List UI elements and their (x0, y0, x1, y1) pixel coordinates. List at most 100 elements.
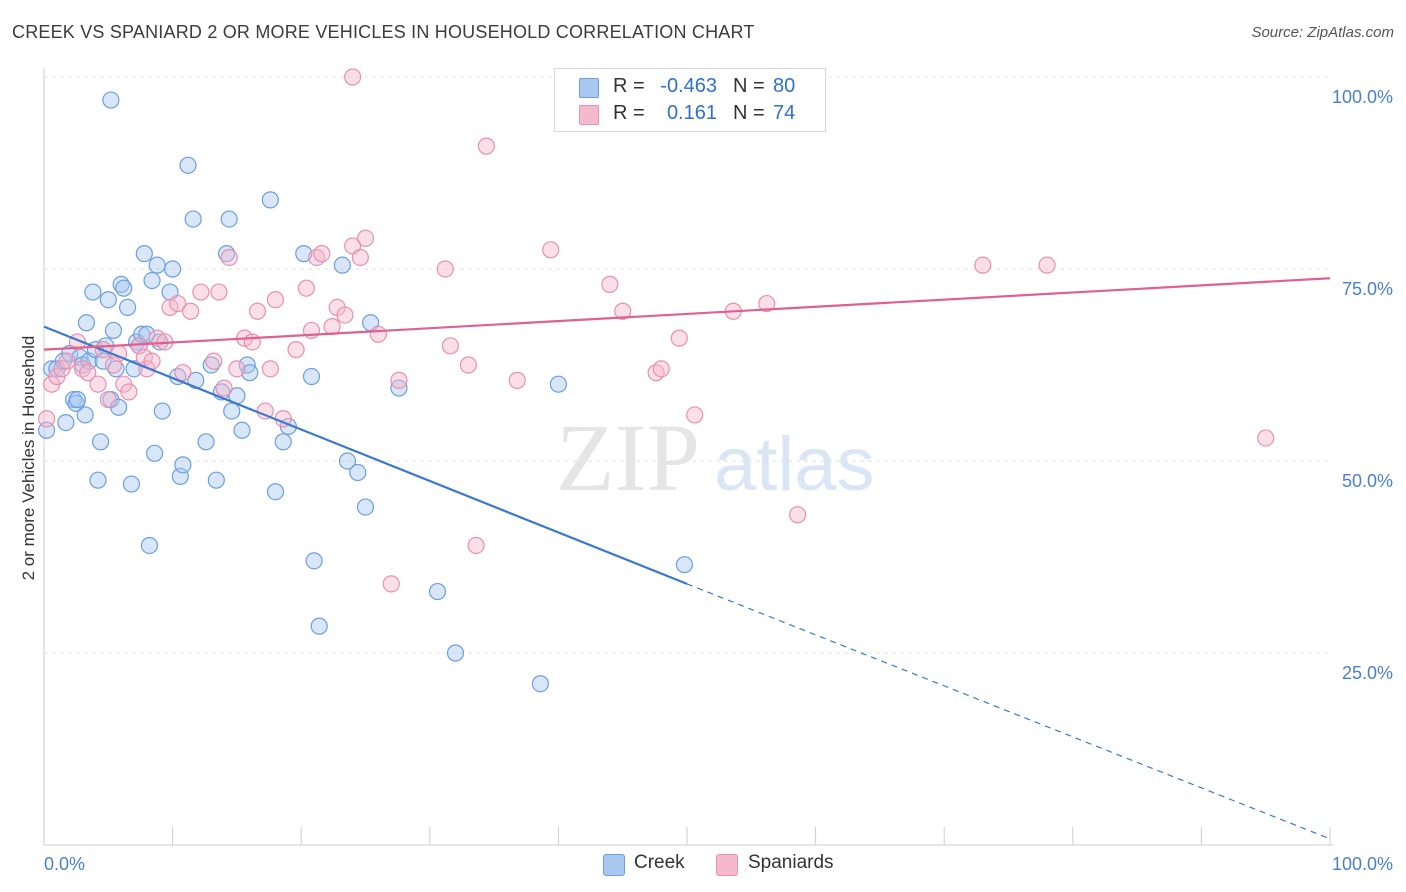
x-tick-label: 0.0% (44, 854, 85, 874)
creek-point (207, 471, 225, 489)
creek-trend-extension (686, 583, 1331, 840)
spaniards-point (174, 364, 192, 382)
creek-point (77, 314, 96, 332)
r-value: 0.161 (666, 102, 717, 124)
creek-point (274, 433, 292, 451)
spaniards-point (974, 256, 992, 274)
creek-point (184, 210, 202, 228)
y-tick-label: 25.0% (1342, 663, 1393, 683)
spaniards-point (215, 379, 233, 397)
spaniards-point (313, 245, 331, 263)
r-label: R = (613, 75, 645, 97)
spaniards-point (120, 383, 138, 401)
spaniards-point (601, 275, 619, 293)
source-label: Source: ZipAtlas.com (1251, 24, 1394, 41)
watermark-atlas: atlas (714, 422, 875, 507)
creek-point (295, 245, 313, 263)
creek-trend-line (43, 325, 688, 585)
creek-point (446, 644, 465, 662)
y-tick-label: 100.0% (1332, 87, 1393, 107)
creek-point (356, 498, 375, 516)
creek-point (349, 463, 367, 482)
spaniards-point (287, 341, 305, 359)
creek-point (197, 433, 215, 451)
spaniards-point (356, 229, 375, 247)
creek-point (148, 256, 166, 274)
creek-point (220, 210, 238, 228)
spaniards-point (161, 298, 179, 316)
creek-point (338, 452, 357, 470)
spaniards-point (542, 241, 560, 259)
spaniards-point (205, 352, 223, 370)
spaniards-point (79, 364, 97, 382)
correlation-legend: R = -0.463 N = 80 R = 0.161 N = 74 (554, 68, 826, 132)
spaniards-point (37, 410, 56, 428)
spaniards-legend-label: Spaniards (748, 852, 834, 873)
creek-legend-swatch (603, 854, 625, 876)
spaniards-point (228, 360, 246, 378)
creek-point (531, 675, 549, 693)
chart-title: CREEK VS SPANIARD 2 OR MORE VEHICLES IN … (12, 22, 755, 42)
creek-point (333, 256, 351, 274)
creek-point (179, 156, 197, 174)
trend-lines (43, 277, 1331, 840)
n-label: N = (733, 102, 765, 124)
spaniards-swatch (579, 105, 599, 125)
spaniards-point (508, 371, 526, 389)
n-value: 80 (773, 75, 796, 97)
spaniards-point (436, 260, 454, 278)
spaniards-point (369, 325, 387, 343)
creek-point (549, 375, 568, 393)
creek-point (174, 456, 192, 474)
spaniards-point (652, 360, 670, 378)
spaniards-point (210, 283, 228, 301)
creek-point (140, 536, 159, 555)
spaniards-points (37, 68, 1275, 593)
spaniards-point (297, 279, 315, 297)
creek-point (164, 260, 182, 278)
spaniards-point (336, 306, 354, 324)
spaniards-point (323, 318, 341, 336)
spaniards-point (220, 248, 238, 267)
spaniards-point (261, 360, 279, 378)
creek-point (675, 556, 694, 574)
legend-row-spaniards: R = 0.161 N = 74 (555, 100, 825, 128)
creek-swatch (579, 78, 599, 98)
creek-point (68, 390, 87, 409)
spaniards-point (351, 248, 369, 267)
creek-point (305, 552, 323, 570)
spaniards-point (390, 371, 408, 389)
creek-point (122, 475, 141, 493)
spaniards-point (344, 68, 362, 86)
spaniards-point (266, 291, 285, 309)
spaniards-point (441, 337, 459, 355)
creek-point (84, 283, 102, 301)
spaniards-point (243, 333, 261, 351)
spaniards-point (58, 352, 76, 370)
x-tick-labels: 0.0% 100.0% (44, 854, 1393, 874)
watermark-zip: ZIP (556, 404, 700, 511)
creek-point (302, 367, 321, 386)
spaniards-trend-line (43, 277, 1331, 351)
spaniards-point (192, 283, 210, 301)
creek-point (99, 291, 117, 309)
creek-point (135, 245, 153, 263)
spaniards-point (788, 506, 807, 524)
y-tick-label: 75.0% (1342, 279, 1393, 299)
spaniards-point (1257, 429, 1275, 447)
creek-point (104, 321, 123, 340)
spaniards-point (382, 575, 400, 593)
r-label: R = (613, 102, 645, 124)
watermark: ZIP atlas (556, 404, 875, 511)
creek-point (102, 91, 120, 109)
legend-row-creek: R = -0.463 N = 80 (555, 73, 825, 101)
n-label: N = (733, 75, 765, 97)
spaniards-legend-swatch (716, 854, 738, 876)
spaniards-point (182, 302, 200, 320)
creek-point (153, 402, 171, 420)
spaniards-point (1038, 256, 1056, 274)
n-value: 74 (773, 102, 796, 124)
spaniards-point (758, 294, 776, 313)
spaniards-point (248, 302, 267, 320)
